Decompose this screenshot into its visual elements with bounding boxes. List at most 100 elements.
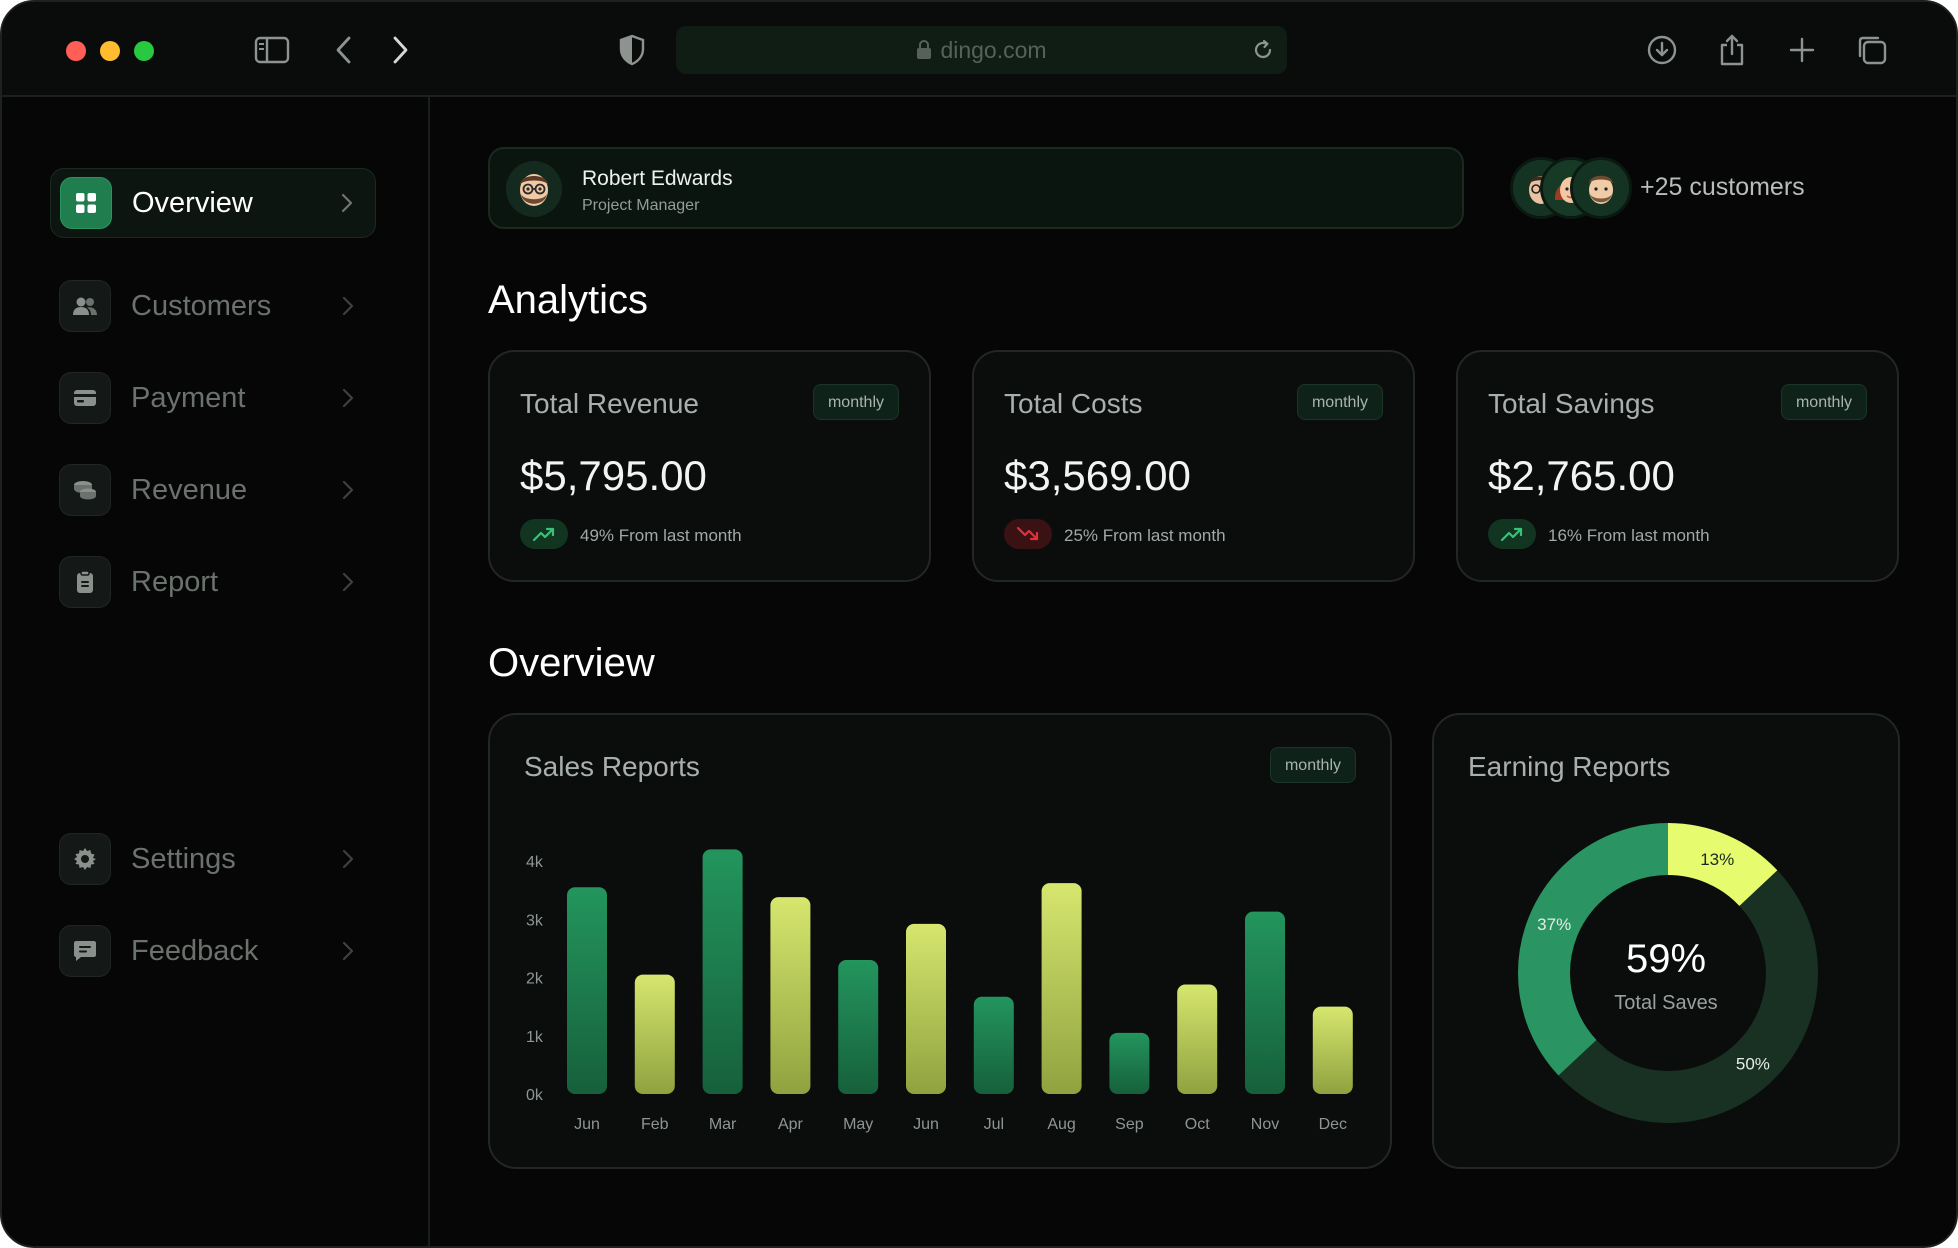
donut-center-label: Total Saves: [1614, 992, 1718, 1014]
sidebar: Overview Customers Payment Revenue: [2, 97, 430, 1246]
customers-count[interactable]: +25 customers: [1640, 173, 1805, 201]
y-tick-label: 1k: [526, 1029, 544, 1046]
trend-up-icon: [1488, 519, 1536, 549]
users-icon: [59, 280, 111, 332]
trend-down-icon: [1004, 519, 1052, 549]
sidebar-item-feedback[interactable]: Feedback: [50, 916, 376, 986]
total-costs-card: Total Costs monthly $3,569.00 25% From l…: [972, 350, 1415, 582]
x-tick-label: Dec: [1319, 1116, 1347, 1133]
reload-icon[interactable]: [1251, 38, 1275, 62]
bar[interactable]: [1109, 1032, 1150, 1094]
chevron-right-icon: [342, 296, 354, 316]
message-icon: [59, 925, 111, 977]
earning-donut-chart: 13% 50% 37%: [1518, 823, 1818, 1123]
x-tick-label: Sep: [1115, 1116, 1144, 1133]
overview-title: Overview: [488, 641, 655, 685]
profile-name: Robert Edwards: [582, 167, 733, 190]
y-tick-label: 4k: [526, 854, 544, 871]
trend-text: 25% From last month: [1064, 526, 1226, 545]
trend-up-icon: [520, 519, 568, 549]
sidebar-item-report[interactable]: Report: [50, 547, 376, 617]
bar[interactable]: [973, 996, 1014, 1094]
x-tick-label: Jul: [984, 1116, 1004, 1133]
bar[interactable]: [1177, 984, 1218, 1094]
x-tick-label: Apr: [778, 1116, 804, 1133]
url-text: dingo.com: [940, 36, 1047, 63]
sidebar-item-label: Report: [131, 565, 219, 598]
period-badge[interactable]: monthly: [1269, 747, 1356, 783]
bar[interactable]: [1245, 911, 1285, 1094]
clipboard-icon: [59, 556, 111, 608]
bar[interactable]: [906, 923, 946, 1094]
stat-title: Total Savings: [1488, 388, 1655, 419]
stat-value: $3,569.00: [1004, 452, 1191, 499]
chevron-right-icon: [342, 388, 354, 408]
x-tick-label: Jun: [574, 1116, 600, 1133]
new-tab-icon[interactable]: [1782, 30, 1822, 70]
profile-card[interactable]: Robert Edwards Project Manager: [488, 147, 1464, 229]
sidebar-item-label: Revenue: [131, 473, 248, 506]
total-savings-card: Total Savings monthly $2,765.00 16% From…: [1456, 350, 1899, 582]
maximize-window-button[interactable]: [134, 41, 154, 61]
analytics-title: Analytics: [488, 278, 649, 322]
y-tick-label: 3k: [526, 912, 544, 929]
x-tick-label: Feb: [641, 1116, 669, 1133]
customer-avatars[interactable]: [1510, 157, 1632, 219]
sidebar-item-label: Settings: [131, 842, 236, 875]
sidebar-item-label: Feedback: [131, 934, 259, 967]
sidebar-item-overview[interactable]: Overview: [50, 168, 376, 238]
y-tick-label: 2k: [526, 971, 544, 988]
share-icon[interactable]: [1712, 30, 1752, 70]
chevron-right-icon: [342, 480, 354, 500]
donut-slice[interactable]: [1518, 823, 1818, 1123]
stat-value: $5,795.00: [520, 452, 707, 499]
sidebar-item-settings[interactable]: Settings: [50, 824, 376, 894]
back-icon[interactable]: [324, 30, 364, 70]
forward-icon[interactable]: [380, 30, 420, 70]
sidebar-toggle-icon[interactable]: [252, 30, 292, 70]
bar[interactable]: [1041, 883, 1082, 1094]
bar[interactable]: [1312, 1006, 1353, 1094]
sidebar-item-customers[interactable]: Customers: [50, 271, 376, 341]
minimize-window-button[interactable]: [100, 41, 120, 61]
sidebar-item-label: Payment: [131, 381, 246, 414]
chevron-right-icon: [342, 572, 354, 592]
donut-slice[interactable]: [1518, 823, 1818, 1123]
download-icon[interactable]: [1642, 30, 1682, 70]
period-badge[interactable]: monthly: [1780, 384, 1867, 420]
tabs-overview-icon[interactable]: [1852, 30, 1892, 70]
gear-icon: [59, 833, 111, 885]
chevron-right-icon: [341, 193, 353, 213]
total-revenue-card: Total Revenue monthly $5,795.00 49% From…: [488, 350, 931, 582]
x-tick-label: May: [843, 1116, 873, 1133]
period-badge[interactable]: monthly: [1296, 384, 1383, 420]
chevron-right-icon: [342, 941, 354, 961]
shield-icon[interactable]: [612, 30, 652, 70]
profile-role: Project Manager: [582, 197, 700, 214]
period-badge[interactable]: monthly: [812, 384, 899, 420]
bar[interactable]: [567, 887, 607, 1094]
sidebar-item-payment[interactable]: Payment: [50, 363, 376, 433]
stat-value: $2,765.00: [1488, 452, 1675, 499]
x-tick-label: Oct: [1185, 1116, 1210, 1133]
bar[interactable]: [838, 960, 879, 1094]
slice-label: 50%: [1736, 1054, 1770, 1073]
sales-reports-panel: Sales Reports monthly 0k 1k 2k 3k 4k Jun Feb Ma…: [488, 713, 1392, 1169]
bar[interactable]: [702, 849, 743, 1094]
grid-icon: [60, 177, 112, 229]
sidebar-item-revenue[interactable]: Revenue: [50, 455, 376, 525]
sales-bar-chart: 0k 1k 2k 3k 4k Jun Feb Mar Apr May Jun Jul Aug Sep Oct…: [526, 849, 1353, 1133]
lock-icon: [917, 40, 932, 59]
panel-title: Sales Reports: [524, 751, 700, 782]
avatar: [1570, 157, 1632, 219]
donut-center-value: 59%: [1625, 937, 1707, 981]
bar[interactable]: [770, 897, 811, 1094]
trend-text: 16% From last month: [1548, 526, 1710, 545]
avatar: [506, 161, 562, 217]
close-window-button[interactable]: [66, 41, 86, 61]
address-bar[interactable]: dingo.com: [676, 26, 1287, 74]
panel-title: Earning Reports: [1468, 751, 1671, 782]
sidebar-item-label: Customers: [131, 289, 272, 322]
earning-reports-panel: Earning Reports 13% 50% 37% 59% Total Save…: [1432, 713, 1900, 1169]
bar[interactable]: [634, 974, 675, 1094]
